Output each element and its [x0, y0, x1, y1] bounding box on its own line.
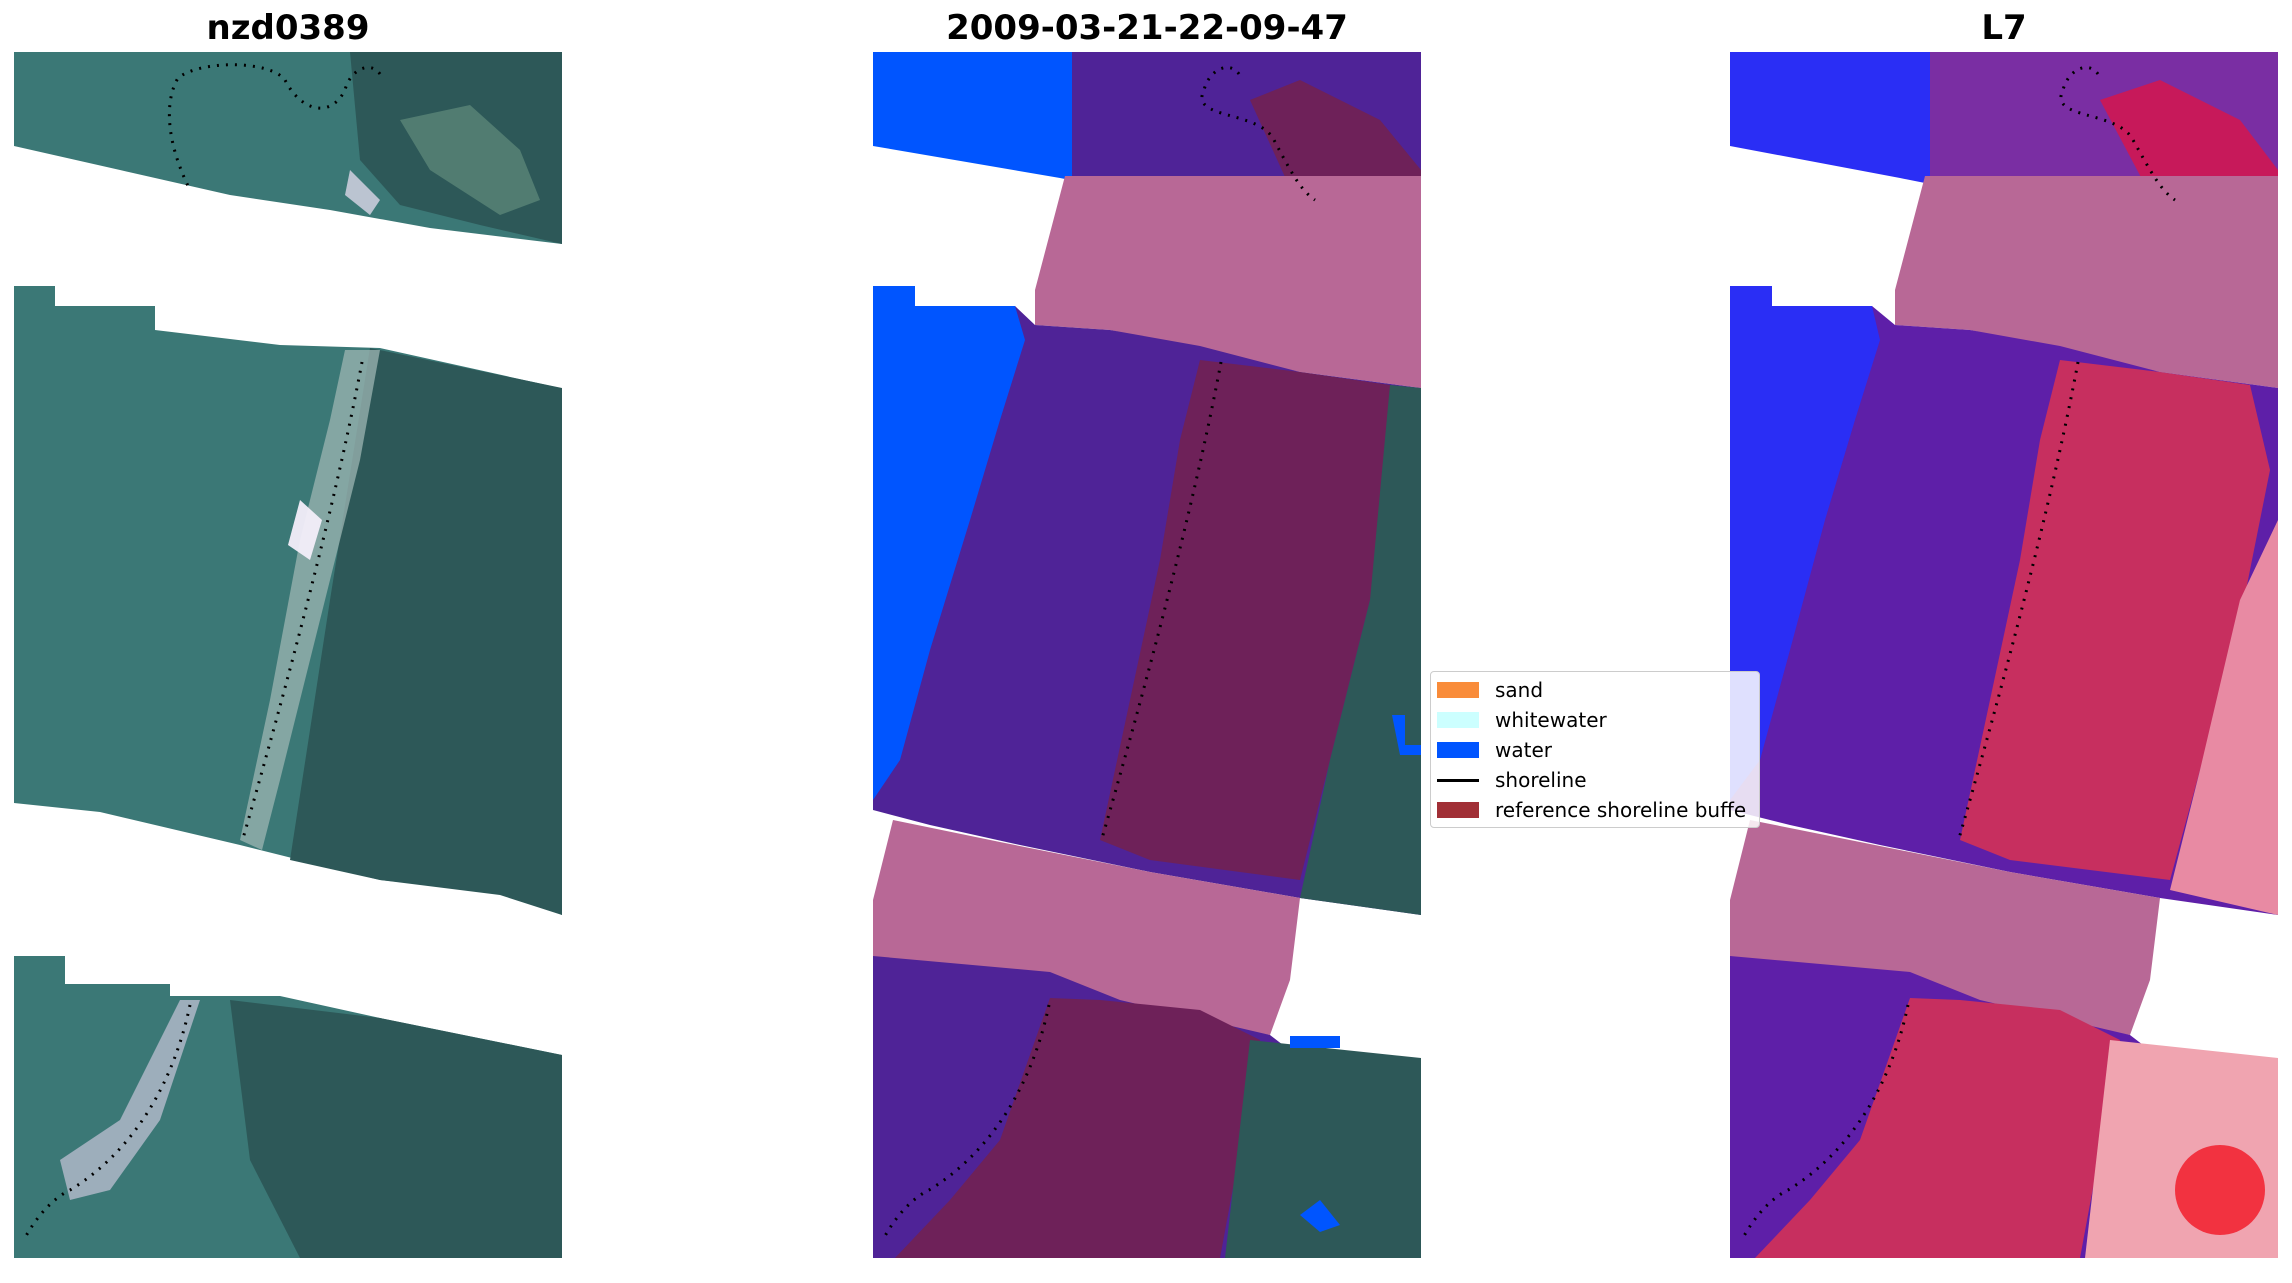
legend-label-water: water: [1495, 738, 1552, 762]
legend-item-shoreline: shoreline: [1437, 768, 1587, 792]
classified-panel-title: 2009-03-21-22-09-47: [946, 8, 1348, 48]
classified-shoreline: [883, 66, 1316, 1237]
index-shoreline: [1742, 66, 2176, 1237]
sand-swatch: [1437, 682, 1479, 698]
rgb-shoreline: [24, 63, 382, 1237]
legend: sand whitewater water shoreline referenc…: [1430, 671, 1760, 828]
legend-label-reference-buffer: reference shoreline buffe: [1495, 798, 1747, 822]
legend-item-sand: sand: [1437, 678, 1543, 702]
reference-buffer-swatch: [1437, 802, 1479, 818]
rgb-panel-title: nzd0389: [206, 8, 370, 48]
rgb-image: [14, 52, 562, 1258]
legend-label-shoreline: shoreline: [1495, 768, 1587, 792]
shoreline-line-swatch: [1437, 778, 1479, 782]
index-image: [1730, 52, 2278, 1258]
classified-image: [873, 52, 1421, 1258]
legend-item-water: water: [1437, 738, 1552, 762]
legend-item-whitewater: whitewater: [1437, 708, 1607, 732]
whitewater-swatch: [1437, 712, 1479, 728]
water-swatch: [1437, 742, 1479, 758]
legend-label-whitewater: whitewater: [1495, 708, 1607, 732]
legend-item-reference-buffer: reference shoreline buffe: [1437, 798, 1746, 822]
index-panel-title: L7: [1981, 8, 2027, 48]
legend-label-sand: sand: [1495, 678, 1544, 702]
